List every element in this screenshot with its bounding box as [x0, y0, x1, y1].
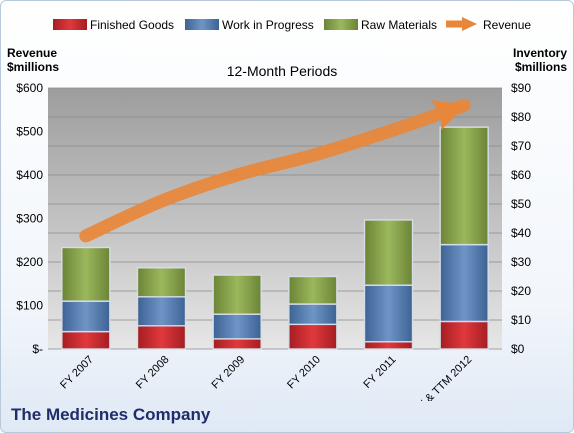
x-tick-label: FY & TTM 2012: [411, 354, 474, 401]
right-axis-label-line1: Inventory: [513, 46, 567, 60]
bar-work-in-progress: [363, 284, 414, 343]
x-tick-label: FY 2007: [58, 354, 96, 392]
left-axis-ticks: $- $100 $200 $300 $400 $500 $600: [16, 81, 43, 356]
right-axis-ticks: $0 $10 $20 $30 $40 $50 $60 $70 $80 $90: [511, 81, 531, 356]
bar-work-in-progress: [212, 313, 262, 340]
right-tick-label: $80: [511, 110, 531, 124]
chart: Finished Goods Work in Progress Raw Mate…: [7, 17, 567, 417]
left-tick-label: $600: [16, 81, 43, 95]
chart-title: 12-Month Periods: [227, 63, 338, 79]
bar-finished-goods: [439, 320, 489, 350]
bar-raw-materials: [439, 126, 489, 246]
x-tick-label: FY 2008: [134, 354, 172, 392]
right-tick-label: $40: [511, 226, 531, 240]
left-tick-label: $400: [16, 168, 43, 182]
legend-item-finished-goods: Finished Goods: [53, 18, 174, 32]
left-tick-label: $-: [32, 342, 43, 356]
revenue-point: [236, 174, 238, 176]
bar-work-in-progress: [61, 300, 111, 333]
legend: Finished Goods Work in Progress Raw Mate…: [53, 17, 531, 32]
bar-finished-goods: [363, 341, 414, 350]
left-axis-label-line2: $millions: [7, 60, 59, 74]
bar-raw-materials: [212, 274, 262, 315]
right-tick-label: $20: [511, 284, 531, 298]
right-tick-label: $10: [511, 313, 531, 327]
left-tick-label: $200: [16, 255, 43, 269]
right-tick-label: $30: [511, 255, 531, 269]
left-tick-label: $100: [16, 299, 43, 313]
right-tick-label: $70: [511, 139, 531, 153]
legend-arrow-revenue: [462, 17, 477, 31]
x-tick-label: FY 2011: [361, 354, 398, 391]
bar-raw-materials: [288, 275, 338, 305]
bars: [61, 126, 489, 350]
left-tick-label: $300: [16, 212, 43, 226]
x-tick-label: FY 2010: [285, 354, 323, 392]
x-axis-ticks: FY 2007 FY 2008 FY 2009 FY 2010 FY 2011 FY & …: [58, 354, 474, 417]
legend-label-raw-materials: Raw Materials: [361, 18, 437, 32]
bar-finished-goods: [61, 330, 111, 350]
bar-work-in-progress: [136, 296, 187, 327]
bar-finished-goods: [212, 338, 262, 350]
legend-item-revenue: Revenue: [446, 17, 531, 32]
legend-label-revenue: Revenue: [483, 18, 531, 32]
legend-swatch-raw-materials: [324, 19, 358, 30]
right-tick-label: $0: [511, 342, 525, 356]
revenue-point: [312, 154, 314, 156]
bar-raw-materials: [61, 246, 111, 302]
bar-work-in-progress: [439, 243, 489, 323]
revenue-line: [79, 98, 471, 243]
legend-item-work-in-progress: Work in Progress: [185, 18, 314, 32]
legend-label-finished-goods: Finished Goods: [90, 18, 174, 32]
bar-work-in-progress: [288, 303, 338, 326]
company-name: The Medicines Company: [11, 405, 211, 424]
revenue-point: [463, 104, 465, 106]
right-tick-label: $50: [511, 197, 531, 211]
gridlines: [48, 87, 502, 350]
right-tick-label: $60: [511, 168, 531, 182]
revenue-point: [161, 200, 162, 202]
revenue-point: [388, 131, 389, 132]
left-tick-label: $500: [16, 125, 43, 139]
revenue-line-layer: [79, 98, 471, 243]
left-axis-label-line1: Revenue: [7, 46, 57, 60]
right-axis-label-line2: $millions: [515, 60, 567, 74]
legend-swatch-work-in-progress: [185, 19, 219, 30]
legend-item-raw-materials: Raw Materials: [324, 18, 437, 32]
revenue-point: [85, 235, 87, 237]
legend-label-work-in-progress: Work in Progress: [222, 18, 314, 32]
right-tick-label: $90: [511, 81, 531, 95]
bar-raw-materials: [363, 219, 414, 286]
legend-swatch-finished-goods: [53, 19, 87, 30]
bar-finished-goods: [288, 323, 338, 350]
bar-finished-goods: [136, 325, 187, 350]
bar-raw-materials: [136, 267, 187, 298]
x-tick-label: FY 2009: [210, 354, 248, 392]
